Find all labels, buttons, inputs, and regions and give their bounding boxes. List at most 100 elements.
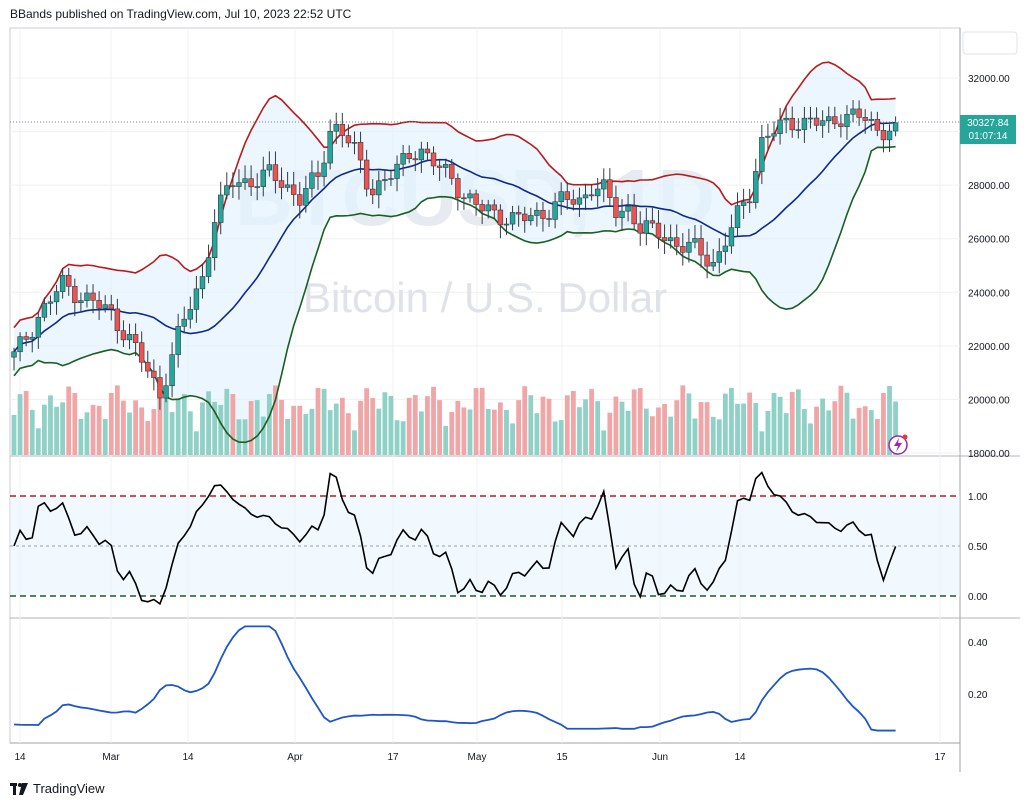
volume-bar [680, 385, 686, 455]
candle-body [649, 220, 656, 224]
candle-body [722, 245, 729, 252]
candle-body [11, 351, 17, 358]
volume-bar [789, 391, 795, 455]
candle-body [759, 137, 765, 172]
footer-brand-label: TradingView [33, 781, 105, 796]
volume-bar [121, 400, 126, 455]
candle-body [278, 180, 285, 188]
price-tick-label: 18000.00 [968, 449, 1010, 460]
volume-bar [564, 395, 570, 455]
volume-bar [558, 420, 564, 455]
candle-body [698, 238, 704, 256]
candle-body [467, 193, 473, 199]
volume-bar [242, 419, 248, 455]
volume-bar [656, 407, 661, 455]
candle-body [163, 385, 169, 399]
candle-body [412, 158, 418, 161]
volume-bar [777, 396, 783, 455]
candle-body [552, 201, 558, 220]
candle-body [540, 209, 546, 219]
scale-settings-button[interactable] [962, 31, 1018, 55]
volume-bar [771, 392, 777, 455]
bandwidth-tick-label: 0.40 [968, 638, 988, 649]
volume-bar [151, 409, 157, 455]
candle-body [303, 188, 309, 206]
candle-body [844, 113, 850, 127]
volume-bar [291, 405, 297, 455]
candle-body [248, 178, 254, 188]
candle-body [491, 204, 498, 211]
osc-tick-label: 1.00 [968, 492, 988, 503]
volume-bar [619, 401, 625, 455]
volume-bar [449, 412, 455, 455]
candle-body [290, 184, 297, 195]
candle-body [449, 164, 455, 179]
time-tick-label: Apr [287, 752, 303, 763]
watermark-description: Bitcoin / U.S. Dollar [303, 274, 667, 321]
band-fill-area [14, 62, 896, 443]
price-tick-label: 26000.00 [968, 235, 1010, 246]
footer-brand[interactable]: TradingView [10, 781, 105, 796]
bandwidth-axis: 0.40 0.20 [968, 638, 988, 701]
candle-body [370, 188, 376, 196]
candle-body [35, 316, 42, 338]
candle-body [211, 222, 218, 258]
volume-bar [181, 393, 187, 455]
time-tick-label: 15 [556, 752, 568, 763]
volume-bar [11, 415, 17, 455]
volume-bar [710, 416, 716, 455]
time-tick-label: 14 [14, 752, 26, 763]
candle-body [777, 119, 783, 134]
last-price-value: 30327.84 [967, 118, 1009, 129]
candle-body [886, 130, 893, 141]
bandwidth-line [13, 625, 896, 732]
volume-bar [443, 425, 449, 455]
volume-bars [11, 385, 898, 455]
candle-body [838, 123, 844, 127]
candle-body [363, 159, 370, 190]
volume-bar [230, 393, 236, 455]
candle-body [643, 220, 650, 234]
volume-bar [595, 401, 601, 455]
volume-bar [382, 392, 388, 455]
candle-body [224, 185, 230, 196]
volume-bar [528, 395, 534, 455]
volume-bar [838, 385, 844, 455]
candle-body [424, 148, 431, 154]
candle-body [874, 119, 881, 131]
flash-icon[interactable] [888, 434, 908, 455]
candle-body [564, 191, 570, 200]
candle-body [832, 116, 838, 125]
candle-body [509, 212, 516, 225]
time-tick-label: Mar [102, 752, 120, 763]
candle-body [357, 141, 364, 161]
percent-b-line [13, 471, 897, 606]
candle-body [582, 194, 589, 199]
volume-bar [461, 407, 467, 455]
candle-body [376, 180, 382, 196]
volume-bar [35, 428, 41, 455]
volume-bar [765, 410, 771, 455]
candle-body [880, 130, 887, 141]
candle-body [400, 153, 406, 165]
volume-bar [601, 430, 607, 455]
candle-body [138, 342, 145, 363]
candle-body [485, 204, 491, 212]
volume-bar [248, 401, 254, 455]
volume-bar [844, 392, 850, 455]
candle-body [236, 182, 242, 187]
candle-body [17, 336, 23, 353]
volume-bar [321, 388, 327, 455]
volume-bar [722, 393, 728, 455]
candle-body [850, 108, 856, 115]
volume-bar [540, 396, 546, 455]
volume-bar [175, 398, 181, 455]
volume-bar [832, 401, 838, 455]
volume-bar [42, 404, 47, 455]
candle-body [29, 336, 35, 340]
candle-body [230, 185, 236, 188]
volume-bar [534, 413, 540, 455]
candle-body [327, 130, 333, 164]
candle-body [151, 370, 157, 378]
